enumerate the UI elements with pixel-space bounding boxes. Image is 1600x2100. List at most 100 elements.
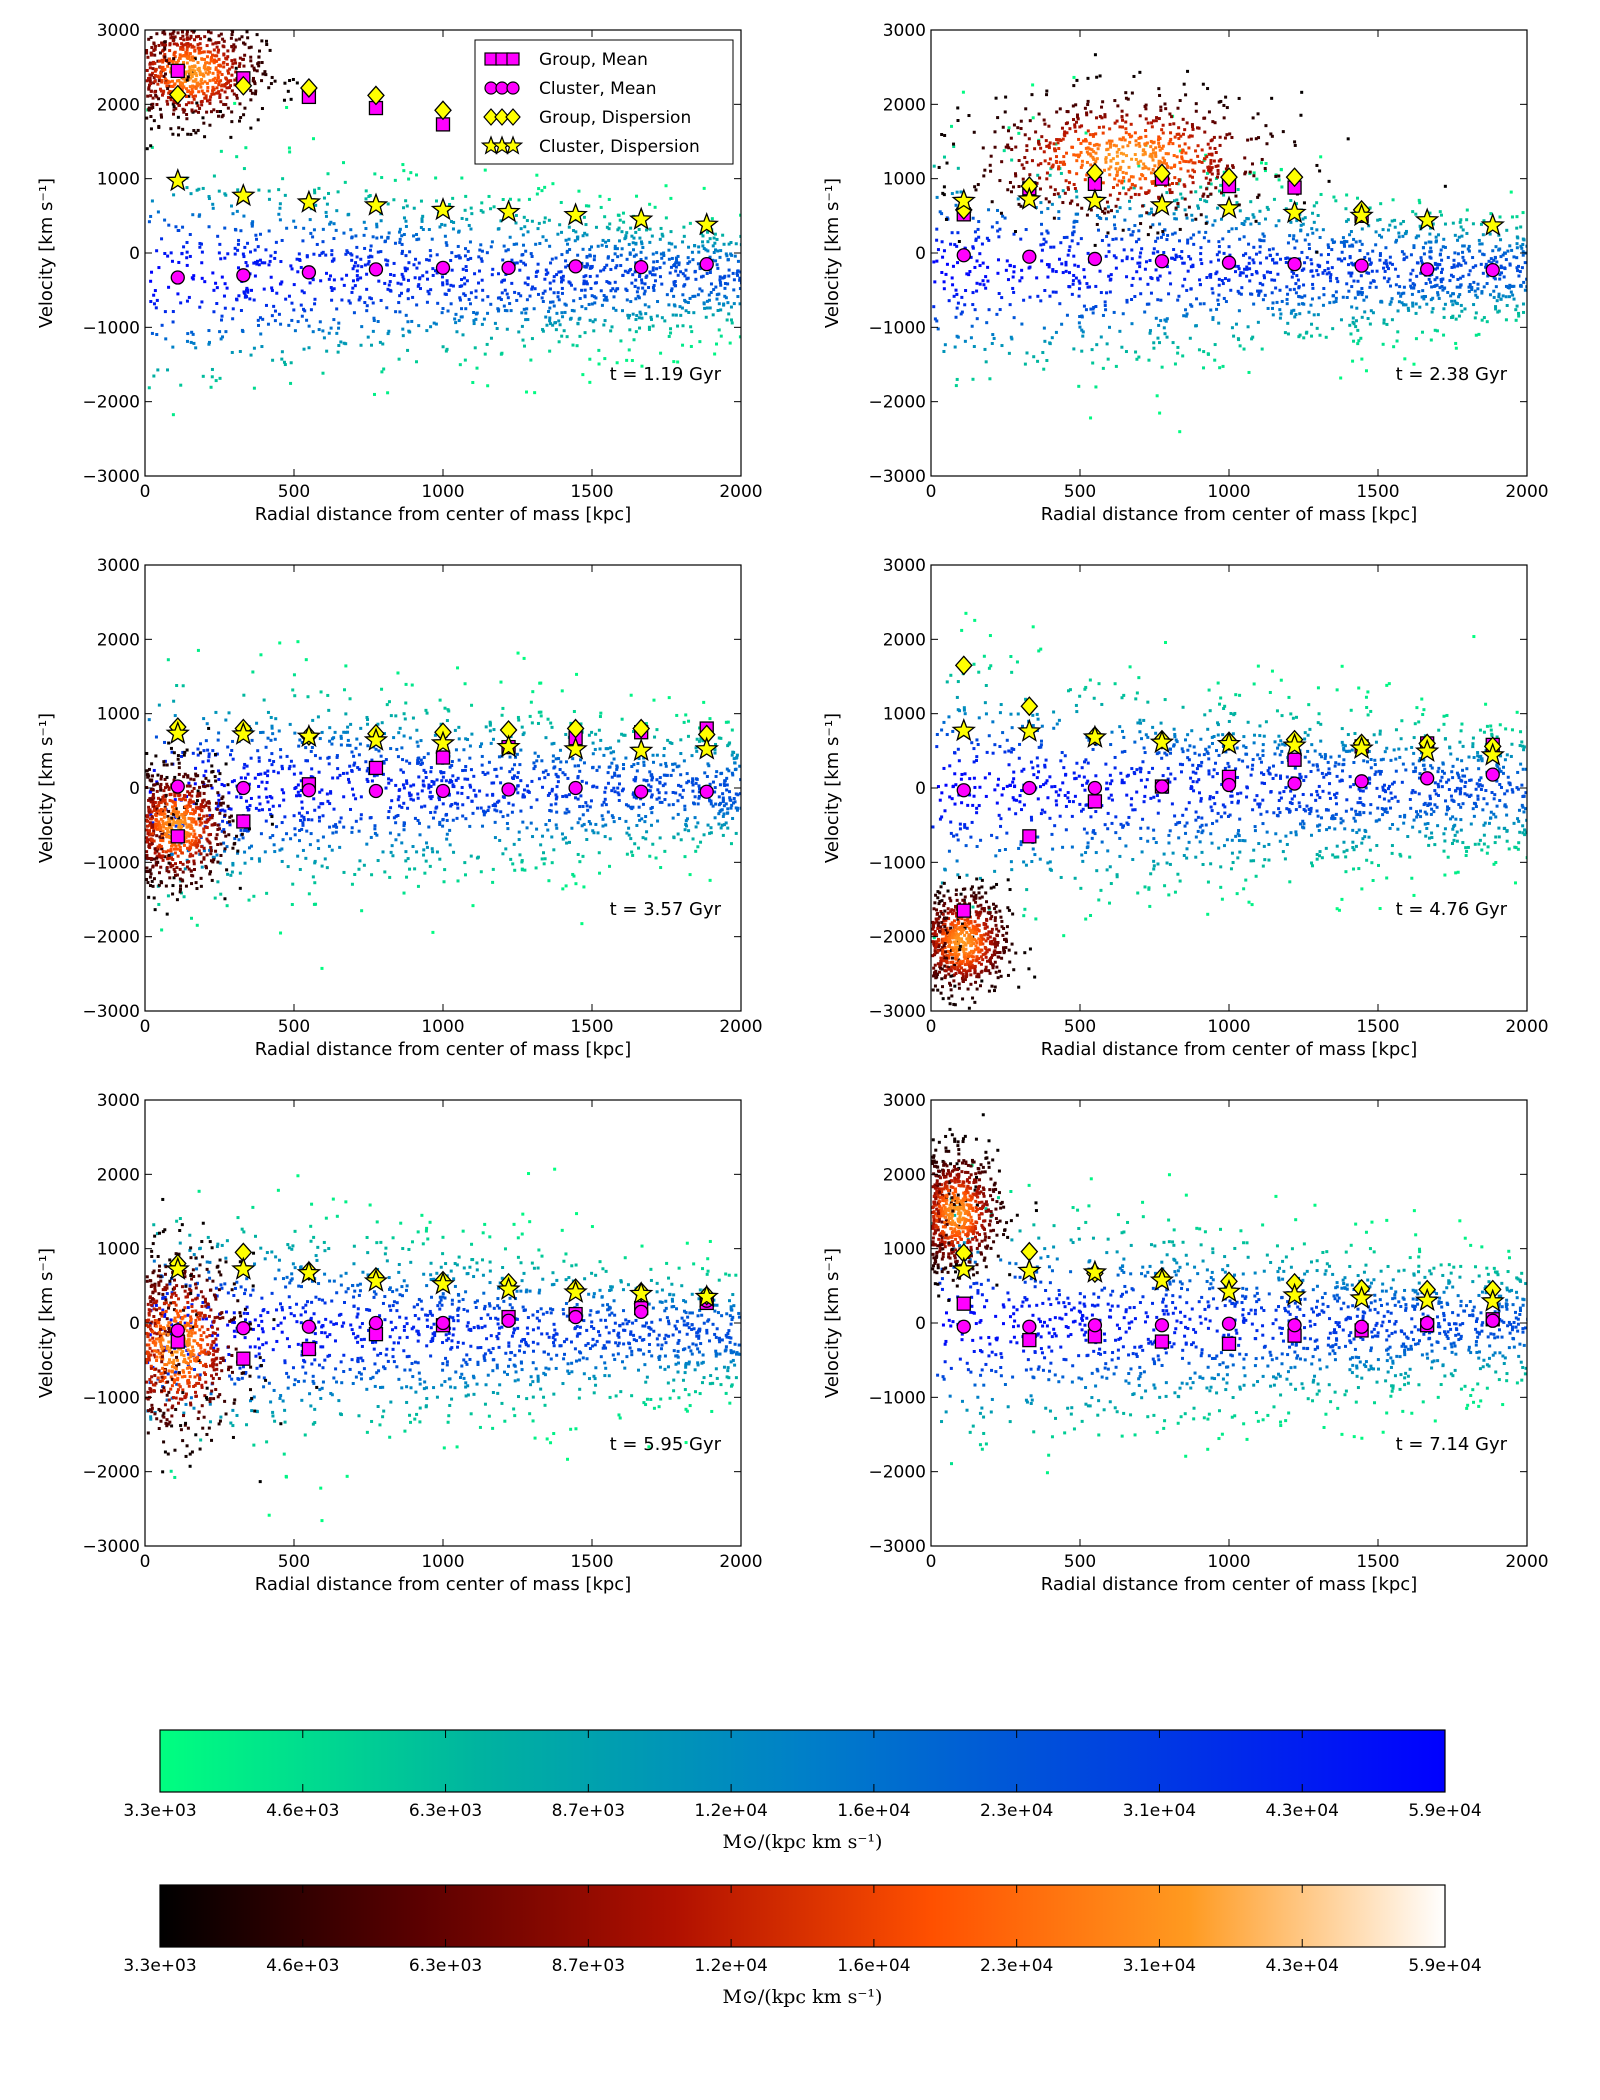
- cluster-density-cell: [1401, 234, 1405, 238]
- cluster-density-cell: [597, 348, 601, 352]
- cluster-density-cell: [486, 295, 490, 299]
- cluster-density-cell: [387, 231, 391, 235]
- group-density-cell: [181, 8, 184, 11]
- group-density-cell: [202, 74, 206, 78]
- group-density-cell: [157, 79, 161, 83]
- cluster-density-cell: [258, 802, 262, 806]
- group-density-cell: [145, 68, 149, 72]
- group-density-cell: [1157, 141, 1161, 145]
- cluster-density-cell: [1474, 311, 1478, 315]
- cluster-density-cell: [1157, 323, 1161, 327]
- cluster-density-cell: [1459, 218, 1463, 222]
- cluster-density-cell: [579, 794, 583, 798]
- cluster-density-cell: [1510, 215, 1514, 219]
- cluster-density-cell: [1517, 314, 1521, 318]
- cluster-density-cell: [1456, 264, 1460, 268]
- cluster-density-cell: [1258, 250, 1262, 254]
- cluster-density-cell: [1453, 251, 1457, 255]
- group-density-cell: [214, 41, 218, 45]
- cluster-density-cell: [1239, 292, 1243, 296]
- cluster-density-cell: [683, 274, 687, 278]
- group-density-cell: [1157, 159, 1161, 163]
- group-density-cell: [187, 94, 191, 98]
- group-density-cell: [165, 84, 169, 88]
- cluster-density-cell: [655, 267, 659, 271]
- group-density-cell: [261, 72, 265, 76]
- group-density-cell: [1186, 69, 1190, 73]
- cluster-density-cell: [729, 241, 733, 245]
- cluster-density-cell: [952, 145, 956, 149]
- cluster-dispersion-marker: [1017, 186, 1042, 210]
- cluster-density-cell: [736, 273, 740, 277]
- cluster-density-cell: [1152, 247, 1156, 251]
- cluster-density-cell: [550, 787, 554, 791]
- group-density-cell: [1193, 161, 1197, 165]
- cluster-density-cell: [400, 242, 404, 246]
- group-density-cell: [1263, 166, 1267, 170]
- group-density-cell: [1144, 134, 1148, 138]
- group-density-cell: [1092, 150, 1096, 154]
- cluster-density-cell: [709, 826, 713, 830]
- group-density-cell: [156, 59, 160, 63]
- cluster-density-cell: [1378, 218, 1382, 222]
- cluster-density-cell: [492, 205, 496, 209]
- group-density-cell: [193, 64, 197, 68]
- cluster-density-cell: [1371, 311, 1375, 315]
- cluster-density-cell: [576, 253, 580, 257]
- cluster-density-cell: [289, 264, 293, 268]
- cluster-density-cell: [699, 275, 703, 279]
- cluster-density-cell: [163, 310, 167, 314]
- group-density-cell: [1164, 107, 1168, 111]
- group-density-cell: [1257, 136, 1261, 140]
- cluster-density-cell: [311, 276, 315, 280]
- group-density-cell: [1169, 166, 1173, 170]
- cluster-density-cell: [1020, 322, 1024, 326]
- cluster-density-cell: [626, 271, 630, 275]
- group-density-cell: [168, 42, 172, 46]
- group-density-cell: [1187, 146, 1191, 150]
- group-density-cell: [1023, 156, 1027, 160]
- cluster-density-cell: [1139, 292, 1143, 296]
- cluster-density-cell: [1052, 245, 1056, 249]
- cluster-density-cell: [1043, 339, 1047, 343]
- cluster-density-cell: [402, 216, 406, 220]
- cluster-density-cell: [202, 849, 206, 853]
- cluster-density-cell: [259, 832, 263, 836]
- cluster-density-cell: [679, 838, 683, 842]
- cluster-density-cell: [1109, 273, 1113, 277]
- cluster-density-cell: [1080, 328, 1084, 332]
- group-density-cell: [265, 43, 269, 47]
- group-density-cell: [1173, 176, 1177, 180]
- cluster-density-cell: [995, 221, 999, 225]
- cluster-density-cell: [1330, 248, 1334, 252]
- cluster-density-cell: [1481, 233, 1485, 237]
- cluster-density-cell: [941, 255, 945, 259]
- cluster-density-cell: [1187, 255, 1191, 259]
- group-density-cell: [1187, 135, 1191, 139]
- cluster-density-cell: [1176, 204, 1180, 208]
- cluster-density-cell: [1051, 290, 1055, 294]
- cluster-density-cell: [1230, 227, 1234, 231]
- cluster-density-cell: [1428, 232, 1432, 236]
- cluster-density-cell: [1336, 280, 1340, 284]
- cluster-density-cell: [246, 241, 250, 245]
- cluster-density-cell: [1413, 283, 1417, 287]
- group-density-cell: [169, 36, 173, 40]
- cluster-density-cell: [1412, 246, 1416, 250]
- cluster-density-cell: [1148, 329, 1152, 333]
- group-density-cell: [1108, 145, 1112, 149]
- cluster-density-cell: [255, 237, 259, 241]
- cluster-density-cell: [610, 761, 614, 765]
- cluster-density-cell: [1508, 263, 1512, 267]
- cluster-density-cell: [597, 362, 601, 366]
- cluster-density-cell: [433, 810, 437, 814]
- cluster-density-cell: [154, 735, 158, 739]
- cluster-density-cell: [646, 788, 650, 792]
- cluster-density-cell: [686, 779, 690, 783]
- group-density-cell: [998, 179, 1002, 183]
- cluster-density-cell: [723, 286, 727, 290]
- cluster-density-cell: [618, 239, 622, 243]
- group-density-cell: [189, 70, 193, 74]
- group-density-cell: [239, 116, 243, 120]
- cluster-density-cell: [418, 277, 422, 281]
